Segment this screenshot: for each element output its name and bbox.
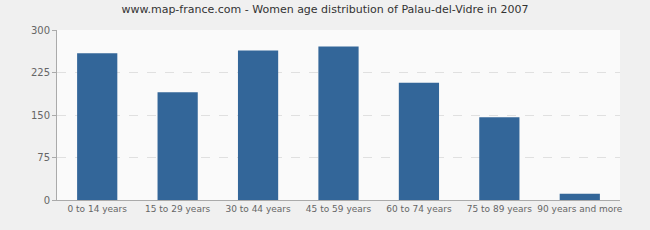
- svg-text:75 to 89 years: 75 to 89 years: [467, 204, 533, 214]
- svg-text:0: 0: [44, 195, 50, 206]
- svg-text:150: 150: [31, 110, 50, 121]
- svg-text:75: 75: [37, 152, 50, 163]
- svg-text:90 years and more: 90 years and more: [537, 204, 623, 214]
- svg-text:45 to 59 years: 45 to 59 years: [306, 204, 372, 214]
- svg-text:300: 300: [31, 25, 50, 36]
- svg-text:60 to 74 years: 60 to 74 years: [386, 204, 452, 214]
- svg-text:www.map-france.com - Women age: www.map-france.com - Women age distribut…: [121, 3, 528, 16]
- svg-text:30 to 44 years: 30 to 44 years: [225, 204, 291, 214]
- svg-text:0 to 14 years: 0 to 14 years: [67, 204, 127, 214]
- svg-text:15 to 29 years: 15 to 29 years: [145, 204, 211, 214]
- svg-text:225: 225: [31, 67, 50, 78]
